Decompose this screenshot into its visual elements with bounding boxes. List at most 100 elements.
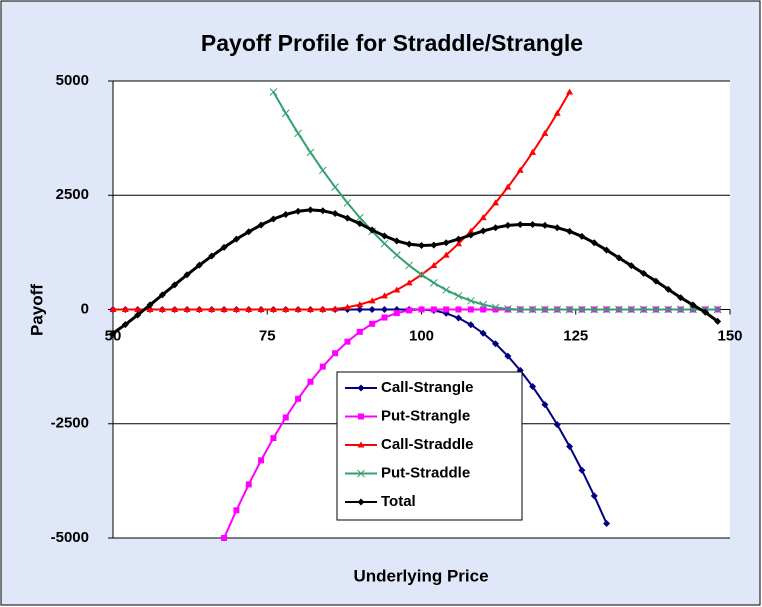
marker [343, 303, 351, 310]
marker [455, 235, 463, 243]
marker [195, 261, 203, 269]
x-tick-label: 75 [259, 327, 276, 344]
marker [306, 306, 314, 312]
marker [664, 305, 673, 314]
marker [467, 296, 475, 305]
marker [406, 307, 413, 314]
marker [368, 297, 376, 304]
marker [553, 109, 561, 116]
marker [615, 305, 623, 314]
marker [245, 228, 253, 236]
marker [343, 214, 351, 222]
marker [368, 306, 376, 313]
marker [357, 498, 365, 506]
marker [541, 221, 549, 229]
marker [405, 240, 413, 248]
marker [479, 300, 488, 309]
marker [306, 206, 314, 214]
marker [640, 269, 648, 277]
marker [295, 395, 302, 402]
y-tick-label: -5000 [51, 529, 89, 546]
x-axis-label: Underlying Price [353, 566, 488, 585]
marker [380, 306, 388, 313]
marker [307, 378, 314, 385]
legend-label: Call-Strangle [381, 379, 474, 396]
marker [380, 239, 389, 248]
marker [134, 306, 142, 312]
marker [714, 317, 722, 325]
marker [627, 262, 635, 270]
marker [418, 242, 425, 250]
marker [355, 213, 364, 222]
marker [553, 421, 561, 429]
marker [245, 306, 253, 312]
marker [467, 321, 475, 329]
marker [183, 306, 191, 312]
marker [516, 220, 524, 228]
marker [233, 507, 240, 514]
marker [590, 305, 599, 314]
marker [566, 227, 574, 235]
marker [393, 286, 401, 293]
marker [357, 441, 365, 448]
chart-title: Payoff Profile for Straddle/Strangle [201, 30, 583, 56]
marker [418, 306, 425, 313]
x-tick-label: 100 [409, 327, 434, 344]
marker [529, 220, 537, 228]
marker [381, 314, 388, 321]
marker [442, 251, 450, 258]
marker [492, 306, 499, 313]
y-tick-label: -2500 [51, 415, 89, 432]
marker [639, 305, 648, 314]
marker [541, 401, 549, 409]
marker [121, 321, 129, 329]
marker [504, 183, 512, 190]
marker [319, 306, 327, 312]
marker [208, 306, 216, 312]
marker [602, 305, 611, 314]
marker [516, 305, 525, 314]
marker [134, 311, 142, 319]
marker [380, 232, 388, 240]
marker [455, 306, 462, 313]
marker [294, 306, 302, 312]
marker [158, 306, 166, 312]
y-tick-label: 5000 [56, 72, 89, 89]
marker [269, 215, 277, 223]
marker [358, 413, 364, 420]
marker [331, 305, 339, 312]
marker [356, 306, 364, 313]
marker [430, 241, 438, 249]
marker [479, 329, 487, 337]
marker [467, 231, 475, 239]
marker [380, 292, 388, 299]
marker [146, 306, 154, 312]
marker [504, 221, 512, 229]
marker [467, 306, 474, 313]
y-tick-label: 2500 [56, 186, 89, 203]
marker [479, 214, 487, 221]
marker [652, 277, 660, 285]
marker [208, 252, 216, 260]
marker [369, 320, 376, 327]
marker [603, 246, 611, 254]
marker [430, 306, 437, 313]
marker [455, 240, 463, 247]
legend-label: Put-Straddle [381, 464, 470, 481]
marker [553, 224, 561, 232]
marker [171, 281, 179, 289]
marker [454, 292, 463, 300]
marker [529, 148, 537, 155]
marker [331, 183, 339, 192]
legend-label: Total [381, 493, 416, 510]
marker [357, 469, 365, 478]
marker [269, 306, 277, 312]
marker [417, 270, 426, 279]
marker [553, 305, 562, 314]
marker [566, 442, 574, 450]
marker [627, 305, 636, 314]
y-tick-label: 0 [81, 300, 89, 317]
marker [245, 481, 252, 488]
marker [701, 308, 709, 316]
